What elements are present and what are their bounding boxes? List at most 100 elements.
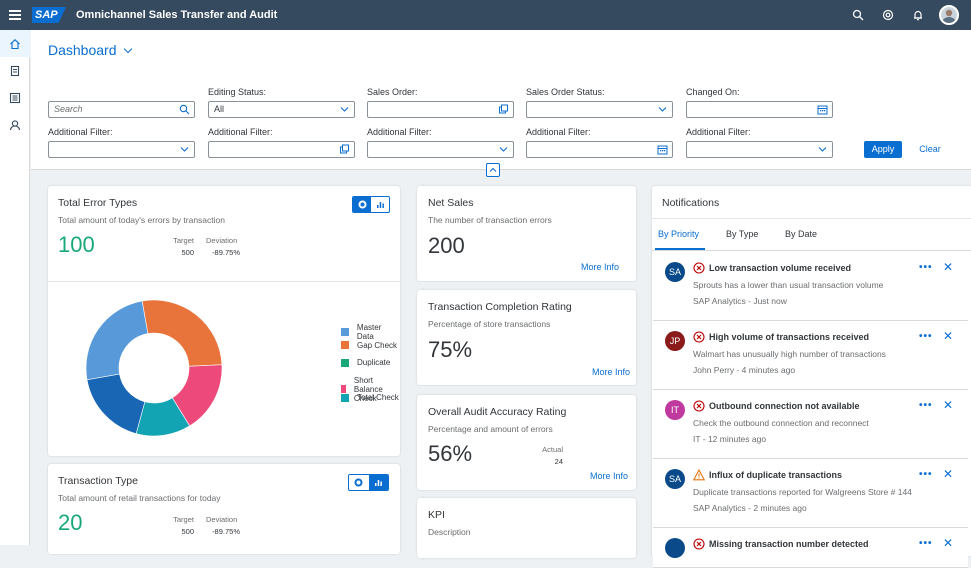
- actual-label: Actual: [542, 445, 563, 454]
- card-transaction-completion-rating[interactable]: Transaction Completion Rating Percentage…: [417, 290, 636, 385]
- report-icon[interactable]: [0, 84, 30, 111]
- avatar: IT: [665, 400, 685, 420]
- close-icon[interactable]: ✕: [943, 536, 954, 550]
- legend-item[interactable]: Gap Check: [341, 341, 397, 350]
- close-icon[interactable]: ✕: [943, 467, 954, 481]
- more-options-icon[interactable]: •••: [919, 400, 933, 411]
- clear-button[interactable]: Clear: [919, 144, 941, 154]
- sales-order-status-select[interactable]: [526, 101, 673, 118]
- avatar: SA: [665, 262, 685, 282]
- card-title: Total Error Types: [58, 197, 138, 209]
- chevron-down-icon: [123, 44, 132, 54]
- additional-filter-label-2: Additional Filter:: [208, 127, 273, 137]
- notification-item[interactable]: JP High volume of transactions received Wa…: [653, 321, 968, 390]
- document-icon[interactable]: [0, 57, 30, 84]
- error-icon: [693, 537, 705, 550]
- notification-item[interactable]: SA Influx of duplicate transactions Duplic…: [653, 459, 968, 528]
- kpi-value: 200: [428, 233, 465, 258]
- card-title: Transaction Type: [58, 475, 138, 487]
- additional-filter-select-5[interactable]: [686, 141, 833, 158]
- legend-item[interactable]: Master Data: [341, 323, 400, 341]
- notifications-title: Notifications: [662, 197, 720, 209]
- card-kpi[interactable]: KPI Description: [417, 498, 636, 558]
- tab-by-type[interactable]: By Type: [726, 229, 759, 239]
- notification-item[interactable]: Missing transaction number detected ••• ✕: [653, 528, 968, 568]
- editing-status-select[interactable]: All: [208, 101, 355, 118]
- error-icon: [693, 399, 705, 412]
- legend-item[interactable]: Duplicate: [341, 358, 390, 367]
- apply-button[interactable]: Apply: [864, 141, 902, 158]
- more-options-icon[interactable]: •••: [919, 538, 933, 549]
- search-icon[interactable]: [843, 0, 873, 30]
- card-net-sales[interactable]: Net Sales The number of transaction erro…: [417, 186, 636, 281]
- search-placeholder: Search: [54, 104, 83, 114]
- bar-view-icon[interactable]: [368, 475, 388, 490]
- sales-order-status-label: Sales Order Status:: [526, 87, 605, 97]
- calendar-icon[interactable]: [817, 104, 828, 115]
- copilot-icon[interactable]: [873, 0, 903, 30]
- page-title: Dashboard: [48, 42, 117, 58]
- more-options-icon[interactable]: •••: [919, 469, 933, 480]
- chevron-down-icon: [499, 147, 508, 152]
- editing-status-value: All: [214, 104, 225, 114]
- side-navigation: [0, 30, 30, 545]
- additional-filter-input-2[interactable]: [208, 141, 355, 158]
- more-info-link[interactable]: More Info: [592, 367, 631, 377]
- divider: [652, 250, 971, 251]
- legend-item[interactable]: Total Check: [341, 393, 399, 402]
- card-transaction-type[interactable]: Transaction Type Total amount of retail …: [48, 464, 400, 554]
- close-icon[interactable]: ✕: [943, 398, 954, 412]
- value-help-icon[interactable]: [339, 144, 350, 155]
- user-settings-icon[interactable]: [0, 111, 30, 138]
- donut-slice[interactable]: [85, 300, 149, 381]
- warning-icon: [692, 468, 706, 481]
- additional-filter-select-1[interactable]: [48, 141, 195, 158]
- legend-item[interactable]: Short Balance Check: [341, 376, 400, 403]
- collapse-header-button[interactable]: [486, 163, 500, 177]
- donut-view-icon[interactable]: [353, 197, 371, 212]
- user-avatar[interactable]: [939, 5, 959, 25]
- divider: [652, 218, 971, 219]
- notification-item[interactable]: SA Low transaction volume received Sprouts…: [653, 252, 968, 321]
- chart-view-toggle[interactable]: [348, 474, 389, 491]
- donut-view-icon[interactable]: [349, 475, 369, 490]
- more-options-icon[interactable]: •••: [919, 331, 933, 342]
- page-title-variant[interactable]: Dashboard: [48, 42, 132, 58]
- more-options-icon[interactable]: •••: [919, 262, 933, 273]
- sap-logo[interactable]: SAP: [32, 7, 66, 23]
- value-help-icon[interactable]: [498, 104, 509, 115]
- actual-value: 24: [554, 457, 563, 466]
- app-title: Omnichannel Sales Transfer and Audit: [76, 9, 278, 21]
- additional-filter-select-3[interactable]: [367, 141, 514, 158]
- chevron-down-icon: [818, 147, 827, 152]
- more-info-link[interactable]: More Info: [581, 262, 620, 272]
- chart-view-toggle[interactable]: [352, 196, 390, 213]
- donut-chart[interactable]: [84, 298, 224, 438]
- home-icon[interactable]: [0, 30, 30, 57]
- notification-bell-icon[interactable]: [903, 0, 933, 30]
- close-icon[interactable]: ✕: [943, 260, 954, 274]
- close-icon[interactable]: ✕: [943, 329, 954, 343]
- deviation-value: -89.75%: [212, 248, 240, 257]
- menu-icon[interactable]: [0, 0, 30, 30]
- notification-item[interactable]: IT Outbound connection not available Check…: [653, 390, 968, 459]
- card-total-error-types[interactable]: Total Error Types Total amount of today'…: [48, 186, 400, 456]
- legend-swatch: [341, 393, 349, 402]
- sales-order-input[interactable]: [367, 101, 514, 118]
- donut-slice[interactable]: [141, 299, 223, 367]
- error-icon: [693, 330, 705, 343]
- legend-label: Short Balance Check: [353, 375, 383, 403]
- donut-slice[interactable]: [86, 373, 146, 434]
- kpi-value: 100: [58, 232, 95, 257]
- legend-label: Master Data: [356, 323, 382, 341]
- card-audit-accuracy-rating[interactable]: Overall Audit Accuracy Rating Percentage…: [417, 395, 636, 490]
- additional-filter-datepicker-4[interactable]: [526, 141, 673, 158]
- tab-by-priority[interactable]: By Priority: [658, 229, 700, 239]
- bar-view-icon[interactable]: [371, 197, 389, 212]
- error-icon: [693, 261, 705, 274]
- calendar-icon[interactable]: [657, 144, 668, 155]
- more-info-link[interactable]: More Info: [590, 471, 629, 481]
- search-input[interactable]: Search: [48, 101, 195, 118]
- changed-on-datepicker[interactable]: [686, 101, 833, 118]
- tab-by-date[interactable]: By Date: [785, 229, 818, 239]
